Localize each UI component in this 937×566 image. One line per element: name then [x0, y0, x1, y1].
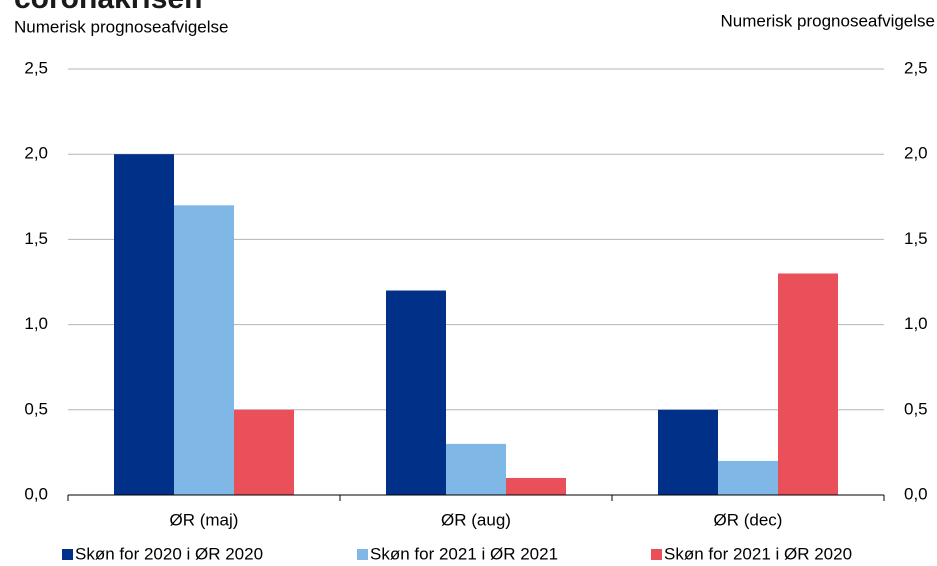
y2-tick-label: 1,0: [904, 314, 928, 333]
y2-tick-label: 2,0: [904, 144, 928, 163]
y-axis-label: Numerisk prognoseafvigelse: [14, 17, 229, 36]
y-tick-label: 2,5: [24, 58, 48, 77]
y2-tick-label: 0,0: [904, 484, 928, 503]
bar: [174, 205, 234, 495]
y-tick-label: 2,0: [24, 144, 48, 163]
y-tick-label: 0,0: [24, 484, 48, 503]
y-tick-label: 0,5: [24, 399, 48, 418]
bar: [506, 477, 566, 495]
legend-label: Skøn for 2021 i ØR 2020: [664, 544, 852, 563]
y2-tick-label: 2,5: [904, 58, 928, 77]
y-tick-label: 1,0: [24, 314, 48, 333]
y-tick-label: 1,5: [24, 229, 48, 248]
bar: [718, 460, 778, 495]
y2-axis-label: Numerisk prognoseafvigelse: [721, 11, 936, 30]
legend-swatch: [62, 549, 73, 560]
bar: [386, 290, 446, 495]
legend-label: Skøn for 2021 i ØR 2021: [370, 544, 558, 563]
y2-tick-label: 1,5: [904, 229, 928, 248]
legend-label: Skøn for 2020 i ØR 2020: [75, 544, 263, 563]
x-tick-label: ØR (aug): [441, 510, 511, 529]
legend-swatch: [357, 549, 368, 560]
y2-tick-label: 0,5: [904, 399, 928, 418]
chart-title: coronakrisen: [14, 0, 202, 15]
bar: [114, 154, 174, 495]
bar: [778, 273, 838, 495]
bar: [658, 409, 718, 495]
x-tick-label: ØR (maj): [170, 510, 239, 529]
legend-swatch: [651, 549, 662, 560]
bar: [234, 409, 294, 495]
x-tick-label: ØR (dec): [714, 510, 783, 529]
bar: [446, 443, 506, 495]
